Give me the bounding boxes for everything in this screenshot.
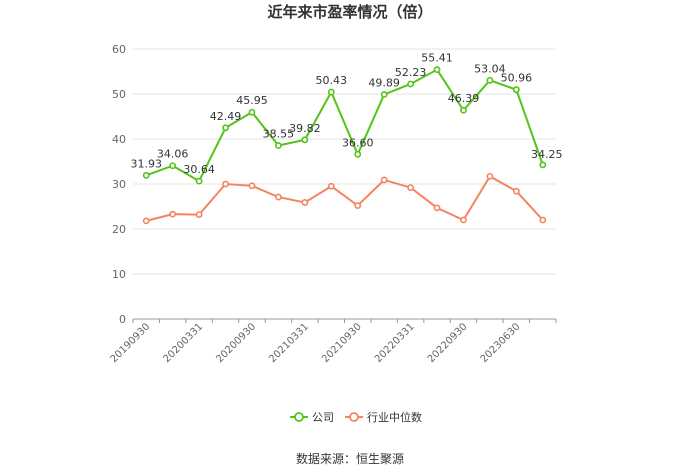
series-1-point (275, 193, 282, 201)
x-tick-label: 20210331 (267, 321, 311, 365)
series-1-point (195, 211, 203, 218)
series-1-point (142, 217, 150, 225)
series-1-point (327, 182, 335, 190)
series-0-point (222, 124, 229, 132)
series-1-point (380, 176, 388, 184)
series-1-point (301, 199, 309, 206)
series-0-point (512, 86, 520, 94)
series-0-point (539, 161, 547, 169)
series-0-point (248, 108, 256, 116)
data-label: 55.41 (421, 52, 453, 65)
data-label: 38.55 (263, 128, 295, 141)
y-tick-label: 10 (112, 268, 126, 281)
source-note: 数据来源：恒生聚源 (296, 451, 404, 466)
data-label: 50.43 (316, 74, 348, 87)
x-tick-label: 20200331 (161, 321, 205, 365)
series-0-point (142, 171, 150, 179)
y-tick-label: 60 (112, 43, 126, 56)
y-tick-label: 40 (112, 133, 126, 146)
series-1-point (169, 210, 177, 218)
data-label: 50.96 (501, 72, 533, 85)
y-tick-label: 0 (119, 313, 126, 326)
series-1-point (354, 202, 362, 209)
legend-label[interactable]: 行业中位数 (367, 410, 422, 424)
x-tick-label: 20210930 (320, 321, 364, 365)
x-tick-label: 20200930 (214, 321, 258, 365)
data-label: 42.49 (210, 110, 242, 123)
data-label: 49.89 (368, 76, 400, 89)
series-0-point (433, 66, 441, 74)
series-1-point (222, 180, 229, 188)
series-1-point (248, 182, 256, 190)
series-0-point (301, 136, 309, 144)
data-label: 31.93 (130, 157, 162, 170)
series-area (142, 66, 547, 225)
x-tick-label: 20230630 (479, 321, 523, 365)
series-1-point (407, 184, 414, 191)
data-label: 34.25 (531, 148, 563, 161)
x-tick-label: 20220331 (373, 321, 417, 365)
series-0-point (275, 142, 282, 149)
data-label: 46.39 (448, 92, 480, 105)
series-1-point (539, 216, 547, 224)
grid (133, 48, 556, 275)
series-0-point (486, 76, 494, 84)
series-1-point (486, 172, 494, 180)
x-tick-label: 20220930 (426, 321, 470, 365)
series-line-0 (145, 68, 544, 183)
legend-label[interactable]: 公司 (312, 411, 334, 424)
data-label: 53.04 (474, 62, 506, 75)
x-tick-label: 20190930 (109, 321, 153, 365)
series-0-point (327, 88, 335, 96)
data-label: 45.95 (236, 94, 268, 107)
y-tick-label: 50 (112, 88, 126, 101)
data-label: 39.82 (289, 122, 321, 135)
series-0-point (169, 162, 177, 170)
series-line-1 (145, 175, 544, 222)
series-0-point (380, 91, 388, 98)
data-label: 36.60 (342, 136, 374, 149)
chart-title: 近年来市盈率情况（倍） (267, 3, 432, 21)
legend-swatch-marker[interactable] (294, 412, 304, 422)
legend[interactable]: 公司 行业中位数 (290, 410, 422, 424)
y-tick-label: 20 (112, 223, 126, 236)
series-1-point (460, 216, 467, 224)
series-0-point (460, 106, 467, 114)
legend-swatch-marker[interactable] (349, 412, 359, 422)
data-label: 52.23 (395, 66, 427, 79)
series-0-point (195, 177, 203, 185)
y-tick-label: 30 (112, 178, 126, 191)
data-label: 30.64 (183, 163, 215, 176)
series-1-point (433, 204, 441, 212)
data-label: 34.06 (157, 148, 189, 161)
series-0-point (407, 80, 414, 88)
series-0-point (354, 150, 362, 158)
series-1-point (512, 187, 520, 195)
